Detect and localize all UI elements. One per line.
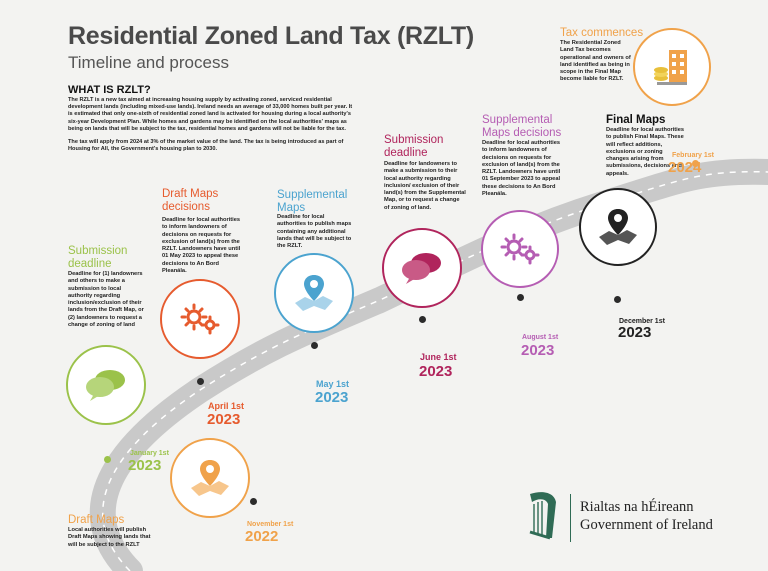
milestone-submission-2-circle [382,228,462,308]
milestone-tax-commences-desc: The Residential Zoned Land Tax becomes o… [560,40,631,83]
milestone-supplemental-maps-dot [311,342,318,349]
milestone-draft-decisions-year: 2023 [207,411,241,428]
milestone-supplemental-decisions-desc: Deadline for local authorities to inform… [482,140,561,198]
gears-icon [180,303,220,335]
milestone-submission-1-desc: Deadline for (1) landowners and others t… [68,271,144,329]
milestone-final-maps-year: 2023 [618,324,652,341]
milestone-submission-1-year: 2023 [128,457,162,474]
milestone-submission-2-date: June 1st [420,352,457,362]
intro-paragraph-2: The tax will apply from 2024 at 3% of th… [68,139,344,153]
milestone-submission-1-date: January 1st [130,450,169,457]
milestone-supplemental-maps-title: Supplemental Maps [277,189,348,214]
harp-icon [522,488,562,549]
page-title: Residential Zoned Land Tax (RZLT) [68,22,474,50]
gov-name-irish: Rialtas na hÉireann [580,499,694,515]
milestone-submission-1-title: Submission deadline [68,245,128,270]
milestone-supplemental-maps-year: 2023 [315,389,349,406]
milestone-draft-decisions-circle [160,279,240,359]
milestone-draft-decisions-dot [197,378,204,385]
milestone-draft-maps-year: 2022 [245,528,279,545]
milestone-final-maps-title: Final Maps [606,114,666,126]
chat-bubbles-icon [402,253,441,284]
gov-name-english: Government of Ireland [580,517,713,533]
milestone-draft-maps-circle [170,438,250,518]
milestone-supplemental-maps-circle [274,253,354,333]
milestone-supplemental-maps-desc: Deadline for local authorities to publis… [277,214,352,250]
logo-divider [570,494,571,542]
milestone-supplemental-decisions-title: Supplemental Maps decisions [482,114,562,139]
milestone-submission-1-circle [66,345,146,425]
milestone-draft-maps-dot [250,498,257,505]
gears-icon [500,233,540,265]
milestone-final-maps-circle [579,188,657,266]
milestone-draft-decisions-date: April 1st [208,401,245,411]
milestone-supplemental-maps-date: May 1st [316,379,350,389]
milestone-submission-2-year: 2023 [419,363,453,380]
milestone-supplemental-decisions-circle [481,210,559,288]
milestone-draft-maps-date: November 1st [247,521,294,528]
map-pin-icon [295,275,333,311]
intro-paragraph-1: The RZLT is a new tax aimed at increasin… [68,97,353,132]
milestone-submission-2-dot [419,316,426,323]
milestone-draft-decisions-title: Draft Maps decisions [162,188,219,213]
milestone-final-maps-desc: Deadline for local authorities to publis… [606,127,685,177]
map-pin-icon [599,209,637,245]
milestone-draft-decisions-desc: Deadline for local authorities to inform… [162,217,241,275]
milestone-submission-2-desc: Deadline for landowners to make a submis… [384,161,466,211]
milestone-supplemental-decisions-dot [517,294,524,301]
milestone-tax-commences-circle [633,28,711,106]
milestone-draft-maps-desc: Local authorities will publish Draft Map… [68,527,151,548]
intro-heading: WHAT IS RZLT? [68,84,151,96]
milestone-final-maps-dot [614,296,621,303]
page-subtitle: Timeline and process [68,53,229,72]
milestone-tax-commences-dot [692,160,699,167]
building-coins-icon [654,50,687,85]
milestone-supplemental-decisions-date: August 1st [522,334,559,341]
milestone-submission-1-dot [104,456,111,463]
milestone-draft-maps-title: Draft Maps [68,514,125,526]
milestone-final-maps-date: December 1st [619,318,665,325]
milestone-submission-2-title: Submission deadline [384,134,444,159]
intro-text: The RZLT is a new tax aimed at increasin… [68,97,358,159]
map-pin-icon [191,460,229,496]
milestone-tax-commences-title: Tax commences [560,27,644,39]
chat-bubbles-icon [86,370,125,401]
milestone-tax-commences-date: February 1st [672,152,715,159]
milestone-tax-commences-year: 2024 [668,159,702,176]
milestone-supplemental-decisions-year: 2023 [521,342,555,359]
